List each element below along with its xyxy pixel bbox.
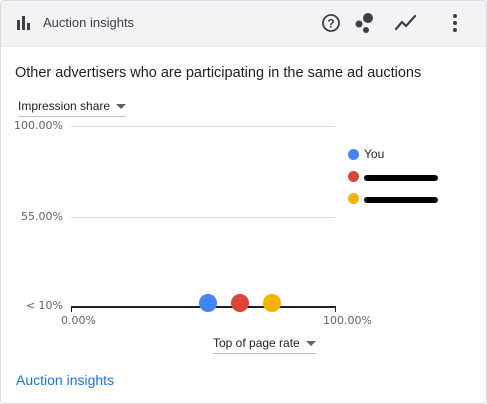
bar-chart-icon xyxy=(17,16,30,30)
svg-text:?: ? xyxy=(327,17,334,31)
y-metric-dropdown-label: Impression share xyxy=(18,99,111,113)
x-tick xyxy=(335,306,336,312)
chart-subtitle: Other advertisers who are participating … xyxy=(15,65,422,81)
help-icon[interactable]: ? xyxy=(318,10,344,36)
redacted-label xyxy=(364,175,438,181)
legend-label-you: You xyxy=(364,147,385,161)
scatter-chart-icon[interactable] xyxy=(351,10,377,36)
chevron-down-icon xyxy=(305,341,316,347)
legend-dot-red xyxy=(348,171,359,182)
gridline xyxy=(71,126,335,127)
x-metric-dropdown[interactable]: Top of page rate xyxy=(213,336,316,354)
y-metric-dropdown[interactable]: Impression share xyxy=(18,99,127,117)
data-point-competitor-1[interactable] xyxy=(230,294,249,312)
y-tick-label: < 10% xyxy=(25,299,63,312)
card-title: Auction insights xyxy=(43,15,135,30)
x-tick xyxy=(71,306,72,312)
x-tick-label: 100.00% xyxy=(323,314,372,327)
line-chart-icon[interactable] xyxy=(393,10,419,36)
data-point-you[interactable] xyxy=(199,294,218,312)
y-tick-label: 100.00% xyxy=(14,119,63,132)
more-vert-icon[interactable] xyxy=(442,10,468,36)
x-metric-dropdown-label: Top of page rate xyxy=(213,336,300,350)
redacted-label xyxy=(364,197,438,203)
chevron-down-icon xyxy=(116,104,127,110)
legend-dot-blue xyxy=(348,149,359,160)
data-point-competitor-2[interactable] xyxy=(262,294,281,312)
y-tick-label: 55.00% xyxy=(21,210,63,223)
auction-insights-link[interactable]: Auction insights xyxy=(16,372,115,388)
legend-dot-yellow xyxy=(348,193,359,204)
x-tick-label: 0.00% xyxy=(61,314,96,327)
card-header: Auction insights ? xyxy=(1,1,486,47)
gridline xyxy=(71,217,335,218)
